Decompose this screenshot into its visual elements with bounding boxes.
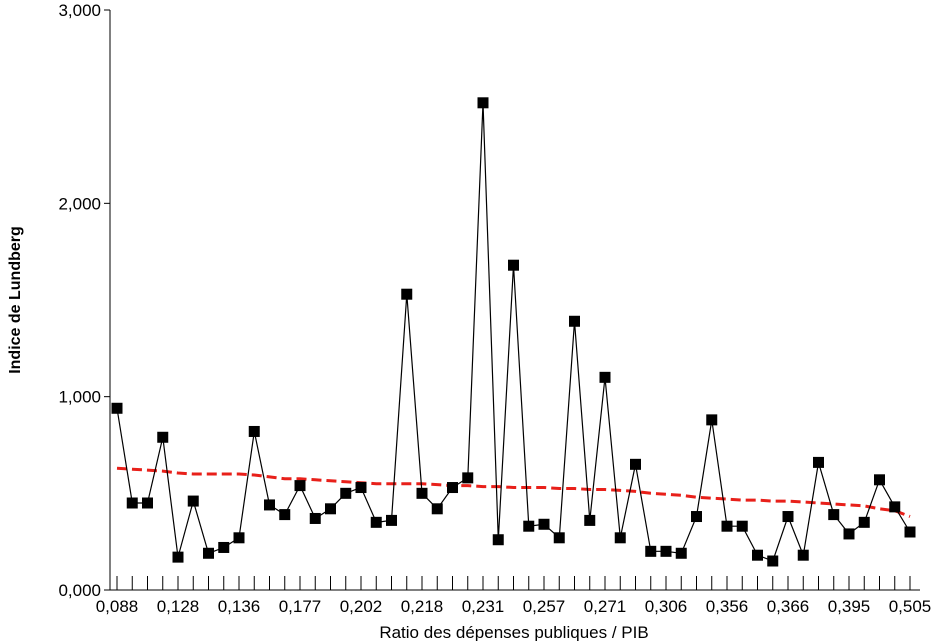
data-point bbox=[325, 503, 336, 515]
data-point bbox=[416, 487, 428, 499]
data-point bbox=[660, 545, 672, 557]
data-point bbox=[614, 532, 626, 544]
data-point bbox=[645, 545, 657, 557]
data-point bbox=[142, 497, 153, 509]
x-tick-label: 0,257 bbox=[523, 597, 566, 616]
x-tick-label: 0,356 bbox=[706, 597, 749, 616]
data-point bbox=[767, 555, 779, 567]
x-tick-label: 0,306 bbox=[645, 597, 688, 616]
data-point bbox=[797, 549, 809, 561]
data-point bbox=[111, 402, 123, 414]
data-point bbox=[752, 549, 763, 561]
data-point bbox=[279, 509, 291, 521]
data-point bbox=[569, 315, 580, 327]
x-tick-label: 0,505 bbox=[889, 597, 932, 616]
data-point bbox=[675, 547, 687, 559]
data-point bbox=[508, 259, 519, 271]
x-tick-label: 0,271 bbox=[584, 597, 627, 616]
data-point bbox=[904, 526, 916, 538]
data-line bbox=[116, 102, 911, 562]
data-point bbox=[355, 482, 367, 494]
data-point bbox=[294, 480, 306, 492]
data-point bbox=[218, 541, 230, 553]
data-point bbox=[386, 514, 397, 526]
data-point bbox=[691, 511, 702, 523]
x-tick-label: 0,088 bbox=[96, 597, 139, 616]
data-point bbox=[538, 518, 550, 530]
x-tick-label: 0,128 bbox=[157, 597, 200, 616]
x-tick-label: 0,202 bbox=[340, 597, 383, 616]
data-point bbox=[248, 425, 260, 437]
data-point bbox=[828, 509, 840, 521]
x-axis-title: Ratio des dépenses publiques / PIB bbox=[379, 623, 648, 641]
x-tick-labels: 0,088 0,128 0,136 0,177 0,202 0,218 0,231 0,257… bbox=[96, 597, 932, 616]
data-point bbox=[431, 503, 443, 515]
data-point bbox=[813, 456, 824, 468]
data-point bbox=[126, 497, 138, 509]
y-tick-label: 2,000 bbox=[58, 194, 101, 213]
data-point bbox=[889, 501, 901, 513]
y-tick-label: 1,000 bbox=[58, 388, 101, 407]
data-point bbox=[782, 511, 794, 523]
data-point bbox=[157, 431, 169, 443]
x-tick-label: 0,177 bbox=[279, 597, 322, 616]
x-tick-marks bbox=[116, 576, 911, 590]
data-point bbox=[523, 520, 535, 532]
trend-line bbox=[116, 466, 911, 518]
y-axis: 0,000 1,000 2,000 3,000 Indice de Lundberg bbox=[7, 1, 111, 600]
x-tick-label: 0,366 bbox=[767, 597, 810, 616]
plot-area bbox=[111, 97, 916, 567]
y-axis-title: Indice de Lundberg bbox=[7, 226, 24, 374]
data-point bbox=[584, 514, 596, 526]
data-point bbox=[706, 414, 718, 426]
x-axis: 0,088 0,128 0,136 0,177 0,202 0,218 0,231 0,257… bbox=[96, 576, 932, 641]
data-point bbox=[447, 482, 458, 494]
data-point bbox=[309, 512, 321, 524]
x-tick-label: 0,395 bbox=[828, 597, 871, 616]
data-point bbox=[736, 520, 748, 532]
data-point bbox=[340, 487, 352, 499]
data-point bbox=[401, 288, 413, 300]
data-point bbox=[721, 520, 733, 532]
x-tick-label: 0,136 bbox=[218, 597, 261, 616]
data-point bbox=[492, 534, 504, 546]
data-point bbox=[203, 547, 214, 559]
data-point bbox=[172, 551, 184, 563]
x-tick-label: 0,231 bbox=[462, 597, 505, 616]
data-point bbox=[264, 499, 275, 511]
y-tick-labels: 0,000 1,000 2,000 3,000 bbox=[58, 1, 101, 600]
data-point bbox=[630, 458, 641, 470]
data-point bbox=[233, 532, 245, 544]
x-tick-label: 0,218 bbox=[401, 597, 444, 616]
y-tick-marks bbox=[104, 9, 110, 591]
data-point bbox=[462, 472, 474, 484]
data-point bbox=[477, 97, 489, 109]
data-point bbox=[553, 532, 565, 544]
data-point bbox=[874, 474, 885, 486]
data-point bbox=[187, 495, 199, 507]
y-tick-label: 3,000 bbox=[58, 1, 101, 20]
data-point bbox=[599, 371, 611, 383]
data-point bbox=[370, 516, 382, 528]
data-point bbox=[858, 516, 870, 528]
y-tick-label: 0,000 bbox=[58, 581, 101, 600]
data-point bbox=[843, 528, 855, 540]
